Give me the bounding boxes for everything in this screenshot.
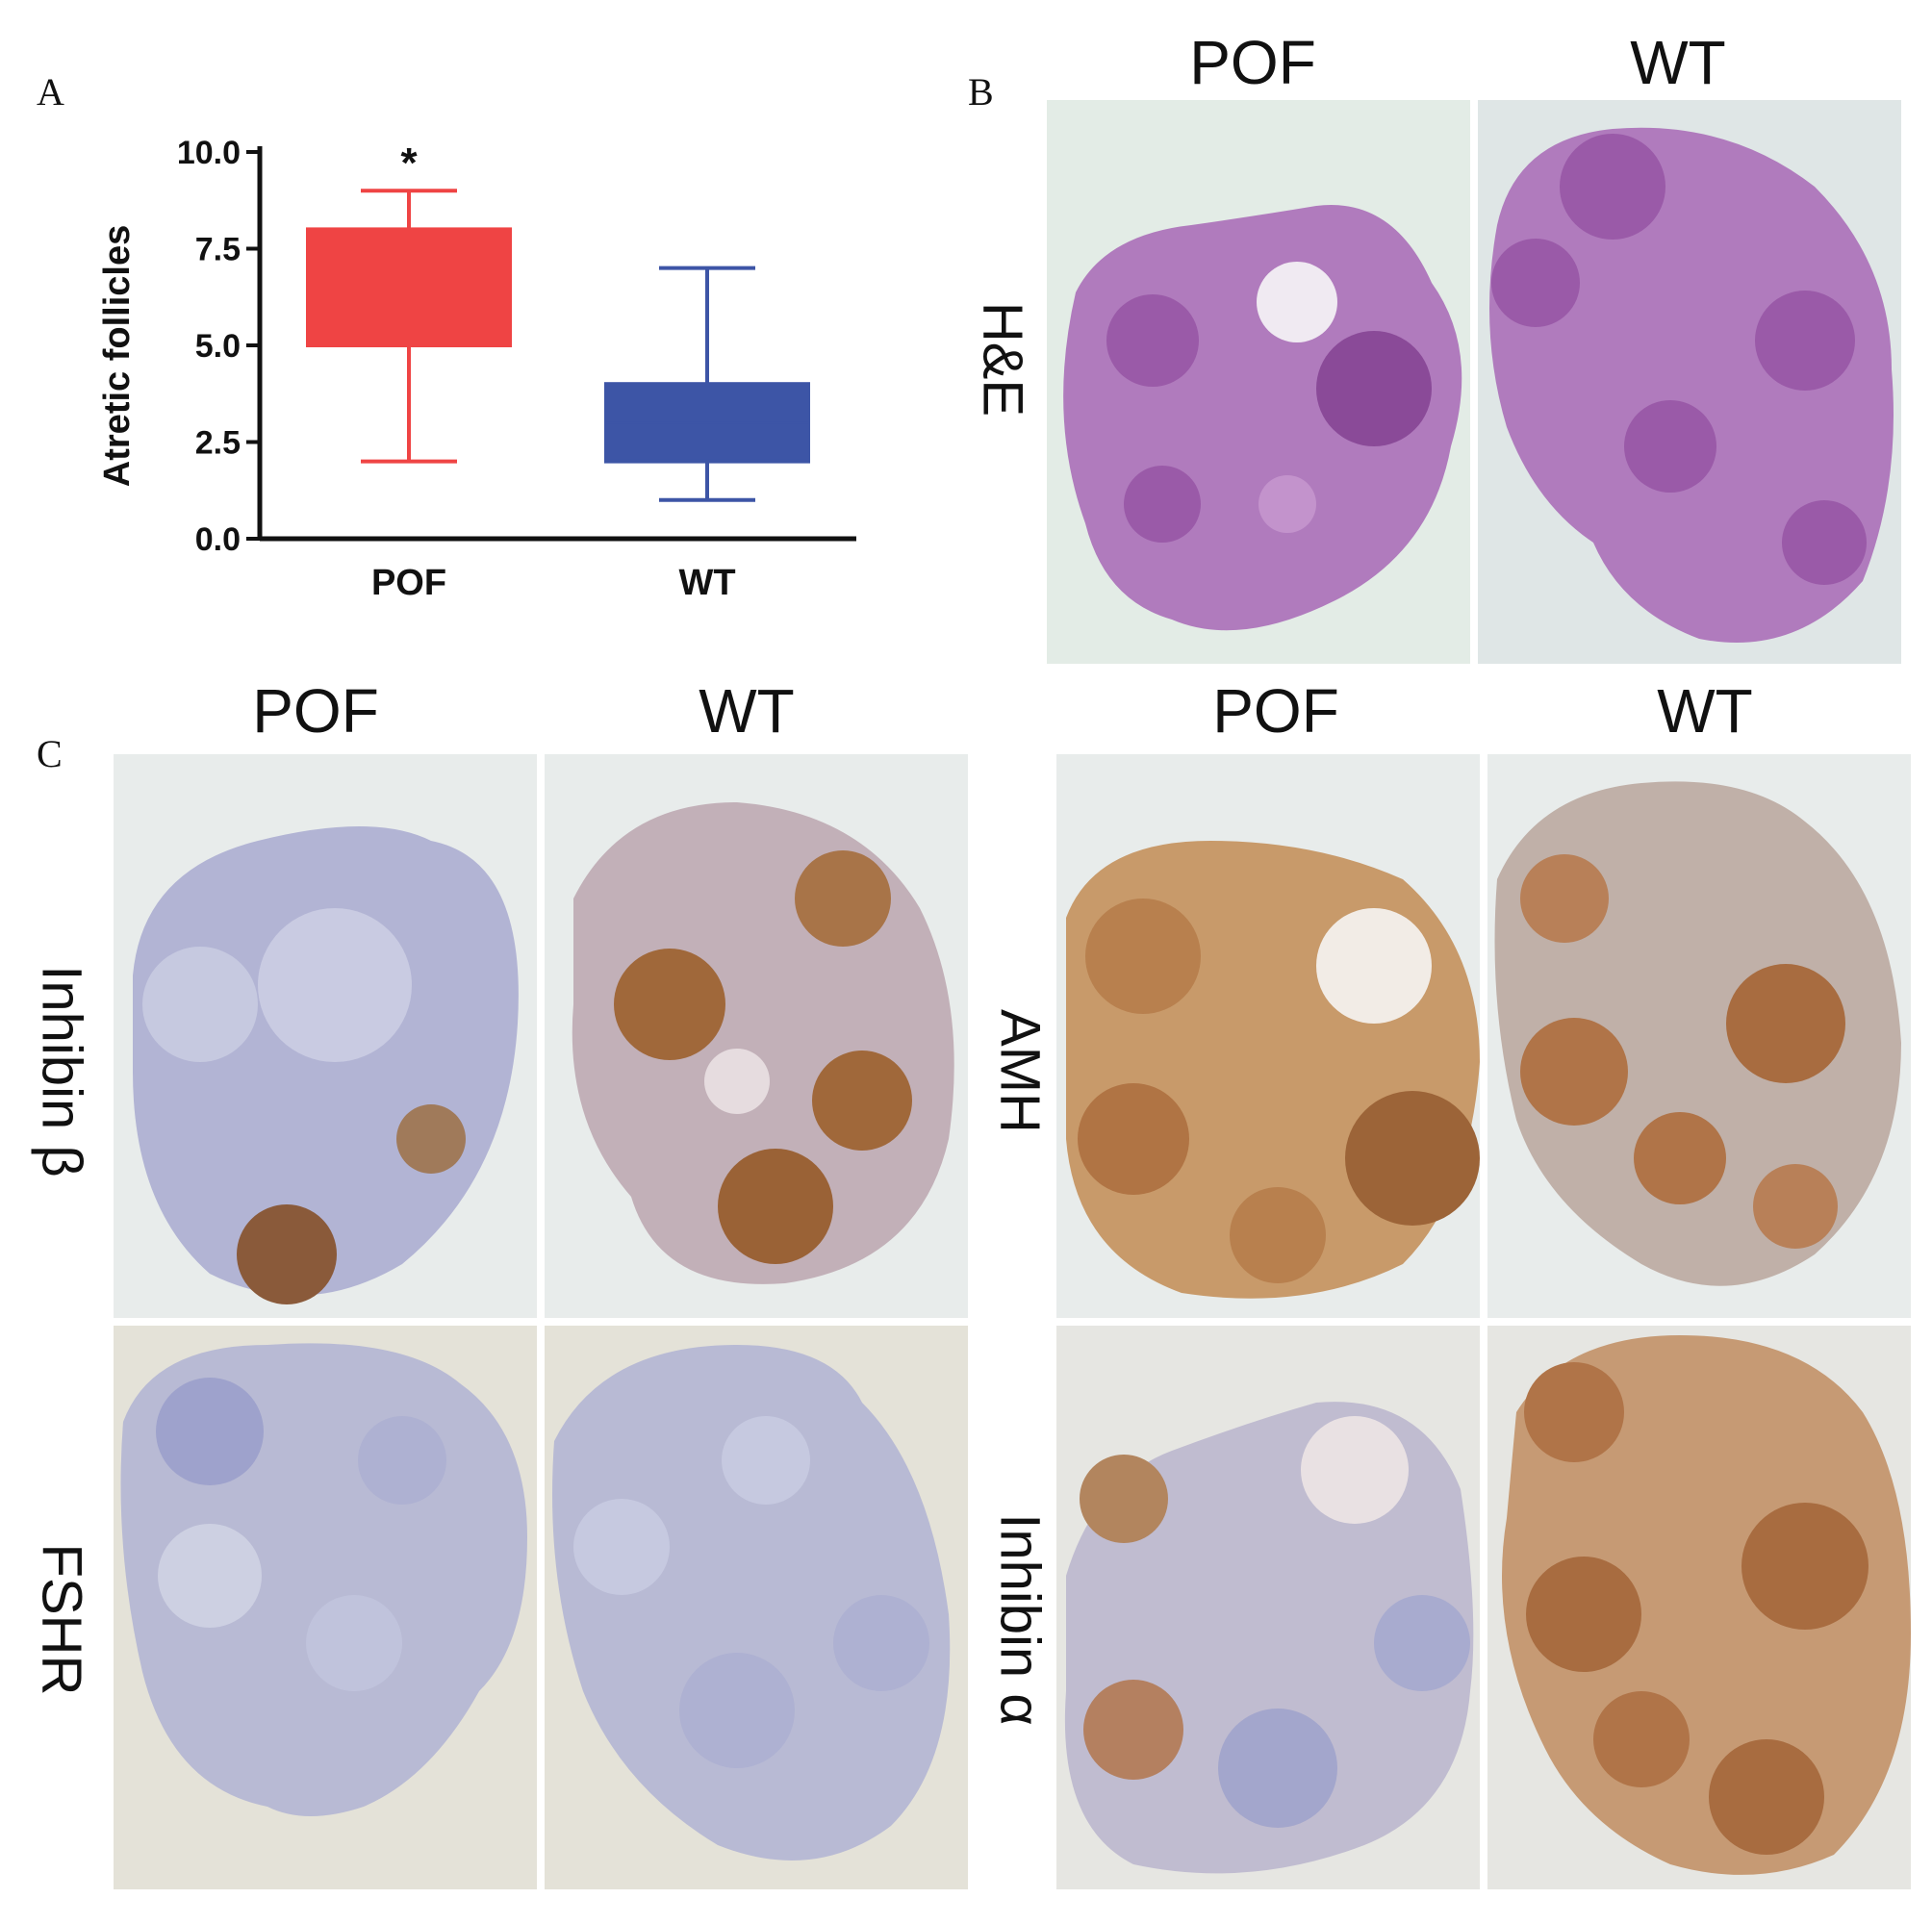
panel-c-right-col-label-wt: WT <box>1657 676 1753 746</box>
inhibin-beta-pof-tissue-image <box>114 754 537 1318</box>
fshr-pof-micrograph <box>114 1326 537 1889</box>
panel-b-row-label-he: H&E <box>971 301 1034 418</box>
he-wt-micrograph <box>1478 100 1901 664</box>
panel-c-row-label-fshr: FSHR <box>30 1543 93 1696</box>
inhibin-beta-wt-tissue-image <box>545 754 968 1318</box>
panel-c-left-col-label-wt: WT <box>699 676 795 746</box>
amh-pof-micrograph <box>1056 754 1480 1318</box>
fshr-pof-tissue-image <box>114 1326 537 1889</box>
y-tick-label: 0.0 <box>195 521 241 558</box>
y-axis-label: Atretic follicles <box>97 225 138 487</box>
box-wt <box>604 266 810 502</box>
y-tick-label: 7.5 <box>195 232 241 268</box>
panel-c-row-label-inhibin-alpha: Inhibin α <box>988 1513 1052 1726</box>
chart-boxes: * <box>306 139 810 502</box>
amh-wt-micrograph <box>1487 754 1911 1318</box>
he-wt-tissue-image <box>1478 100 1901 664</box>
inhibin-alpha-pof-micrograph <box>1056 1326 1480 1889</box>
he-pof-tissue-image <box>1047 100 1470 664</box>
panel-letter-a: A <box>37 70 64 114</box>
y-tick-label: 2.5 <box>195 425 241 462</box>
fshr-wt-tissue-image <box>545 1326 968 1889</box>
panel-c-row-label-amh: AMH <box>988 1009 1052 1133</box>
panel-c-right-col-label-pof: POF <box>1212 676 1339 746</box>
y-tick-label: 10.0 <box>177 135 241 171</box>
inhibin-beta-pof-micrograph <box>114 754 537 1318</box>
y-tick-label: 5.0 <box>195 328 241 365</box>
inhibin-beta-wt-micrograph <box>545 754 968 1318</box>
x-tick-label: WT <box>678 563 735 603</box>
panel-c-row-label-inhibin-beta: Inhibin β <box>30 965 93 1177</box>
inhibin-alpha-wt-tissue-image <box>1487 1326 1911 1889</box>
panel-b-col-label-pof: POF <box>1189 28 1316 97</box>
he-pof-micrograph <box>1047 100 1470 664</box>
amh-wt-tissue-image <box>1487 754 1911 1318</box>
box-iqr <box>306 227 512 347</box>
x-tick-label: POF <box>371 563 446 603</box>
fshr-wt-micrograph <box>545 1326 968 1889</box>
amh-pof-tissue-image <box>1056 754 1480 1318</box>
inhibin-alpha-pof-tissue-image <box>1056 1326 1480 1889</box>
panel-letter-c: C <box>37 732 63 775</box>
chart-axes: 0.0 2.5 5.0 7.5 10.0 POF WT <box>177 135 856 603</box>
panel-b-col-label-wt: WT <box>1630 28 1726 97</box>
significance-marker: * <box>400 139 418 187</box>
inhibin-alpha-wt-micrograph <box>1487 1326 1911 1889</box>
box-pof <box>306 189 512 464</box>
panel-letter-b: B <box>968 70 994 114</box>
box-plot-chart: 0.0 2.5 5.0 7.5 10.0 POF WT * Atretic follicle… <box>97 135 856 603</box>
panel-c-left-col-label-pof: POF <box>252 676 379 746</box>
